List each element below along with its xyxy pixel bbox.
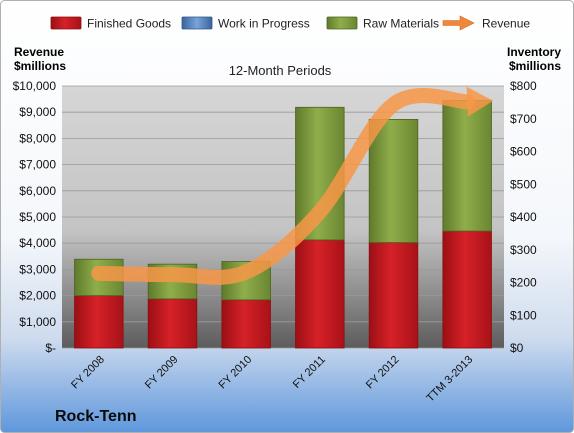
bar-finished-goods xyxy=(74,295,124,349)
bar-raw-materials xyxy=(442,100,492,232)
bar-finished-goods xyxy=(442,230,492,349)
left-tick-label: $10,000 xyxy=(13,79,57,93)
right-axis-label-line2: $millions xyxy=(509,59,561,73)
bar-finished-goods xyxy=(221,299,271,349)
left-tick-label: $5,000 xyxy=(19,210,56,224)
legend-entry-revenue: Revenue xyxy=(442,15,530,31)
chart-title: 12-Month Periods xyxy=(229,63,332,78)
right-axis-label-line1: Inventory xyxy=(507,45,561,59)
legend-entry-raw-materials: Raw Materials xyxy=(326,16,439,31)
left-tick-label: $2,000 xyxy=(19,289,56,303)
right-tick-label: $200 xyxy=(510,276,537,290)
revenue-layer xyxy=(91,86,494,285)
left-tick-label: $6,000 xyxy=(19,184,56,198)
legend-arrow-icon xyxy=(442,15,475,31)
legend-entry-finished-goods: Finished Goods xyxy=(50,16,171,31)
left-tick-label: $4,000 xyxy=(19,236,56,250)
legend-entry-work-in-progress: Work in Progress xyxy=(181,16,310,31)
right-tick-label: $600 xyxy=(510,145,537,159)
left-tick-label: $8,000 xyxy=(19,131,56,145)
right-tick-label: $400 xyxy=(510,210,537,224)
bar-finished-goods xyxy=(147,298,198,349)
right-tick-label: $700 xyxy=(510,112,537,126)
company-name: Rock-Tenn xyxy=(55,408,136,425)
legend-swatch-raw-materials xyxy=(326,16,358,30)
revenue-line xyxy=(91,88,475,285)
left-tick-label: $3,000 xyxy=(19,262,56,276)
legend-swatch-work-in-progress xyxy=(181,16,213,30)
left-axis-label-line2: $millions xyxy=(14,59,66,73)
left-axis-ticks: $- $1,000 $2,000 $3,000 $4,000 $5,000 $6,000 $7… xyxy=(13,79,57,355)
legend-label-work-in-progress: Work in Progress xyxy=(218,17,310,31)
legend-swatch-finished-goods xyxy=(50,16,82,30)
legend-label-finished-goods: Finished Goods xyxy=(87,17,171,31)
left-axis-label-line1: Revenue xyxy=(14,45,64,59)
left-tick-label: $7,000 xyxy=(19,158,56,172)
bar-finished-goods xyxy=(295,239,345,349)
bar-raw-materials xyxy=(368,119,419,243)
right-tick-label: $800 xyxy=(510,79,537,93)
revenue-arrowhead xyxy=(466,86,494,117)
right-axis-ticks: $0 $100 $200 $300 $400 $500 $600 $700 $800 xyxy=(510,79,537,355)
legend-label-revenue: Revenue xyxy=(482,17,530,31)
right-tick-label: $300 xyxy=(510,243,537,257)
right-tick-label: $100 xyxy=(510,308,537,322)
left-tick-label: $9,000 xyxy=(19,105,56,119)
legend: Finished Goods Work in Progress Raw Mate… xyxy=(50,15,530,31)
left-tick-label: $1,000 xyxy=(19,315,56,329)
left-tick-label: $- xyxy=(45,341,56,355)
legend-label-raw-materials: Raw Materials xyxy=(363,17,439,31)
right-tick-label: $0 xyxy=(510,341,524,355)
bar-finished-goods xyxy=(368,242,419,349)
right-tick-label: $500 xyxy=(510,177,537,191)
gridlines xyxy=(62,85,504,349)
